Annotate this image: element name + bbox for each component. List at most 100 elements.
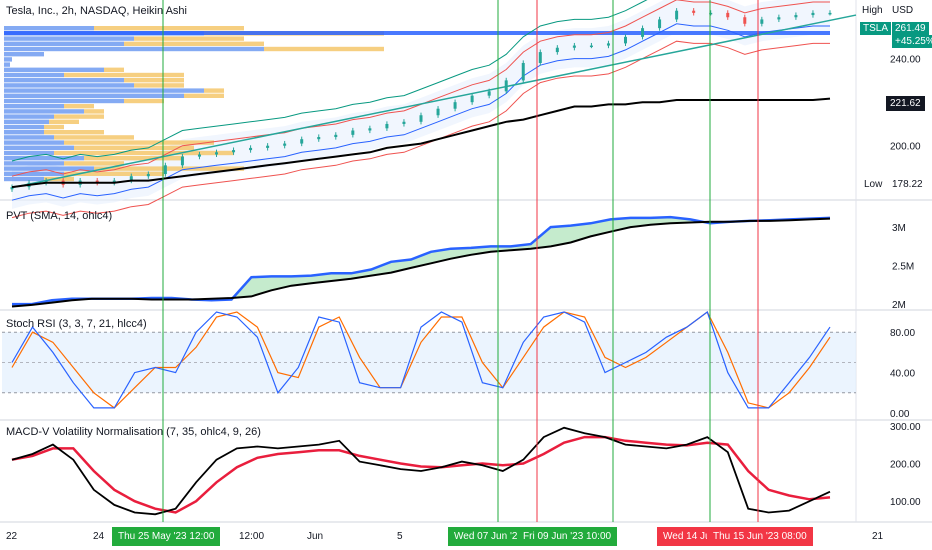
candle-body: [300, 139, 304, 144]
sma-line: [11, 97, 831, 189]
candle-body: [266, 145, 270, 148]
upper-band-line: [11, 0, 648, 162]
time-highlight-tag: Thu 15 Jun '23 08:00: [707, 527, 813, 546]
volume-profile-bar-down: [84, 156, 184, 161]
pvt-line: [12, 215, 831, 306]
volume-profile-bar-down: [204, 88, 224, 93]
price-tick-label: 240.00: [890, 55, 921, 66]
candle-body: [777, 17, 781, 20]
volume-profile-bar-down: [44, 130, 104, 135]
change-pct-tag: +45.25%: [892, 35, 932, 48]
candle-body: [215, 152, 218, 155]
volume-profile-bar-up: [4, 104, 64, 109]
candle-body: [589, 45, 593, 48]
volume-profile-bar-up: [4, 114, 54, 119]
candle-body: [828, 12, 832, 15]
candle-body: [487, 91, 491, 96]
stoch-tick-label: 80.00: [890, 328, 915, 339]
volume-profile-bar-up: [4, 46, 264, 52]
volume-profile-bar-up: [4, 67, 104, 72]
volume-profile-bar-up: [4, 88, 204, 93]
volume-profile-bar-down: [94, 26, 244, 31]
candle-body: [521, 62, 525, 81]
volume-profile-bar-up: [4, 161, 64, 166]
candle-body: [249, 147, 253, 151]
poc-line: [4, 31, 830, 35]
candle-body: [402, 121, 406, 124]
candle-body: [572, 45, 576, 48]
candle-body: [641, 28, 645, 37]
candle-body: [675, 10, 679, 20]
volume-profile-bar-up: [4, 98, 124, 104]
scale-label-high: High: [862, 5, 883, 16]
candle-body: [692, 10, 696, 13]
volume-profile-bar-down: [74, 145, 194, 150]
volume-profile-bar-up: [4, 26, 94, 31]
candle-body: [180, 156, 184, 166]
candle-body: [334, 134, 338, 138]
time-tick-label: Jun: [307, 531, 324, 542]
volume-profile-bar-down: [264, 46, 384, 52]
macd-tick-label: 200.00: [890, 459, 921, 470]
stoch-tick-label: 0.00: [890, 409, 910, 420]
stoch-k-line: [11, 311, 831, 409]
volume-profile-bar-up: [4, 176, 44, 182]
candle-body: [351, 130, 355, 135]
time-highlight-tag: Thu 25 May '23 12:00: [112, 527, 221, 546]
low-label: Low: [864, 179, 883, 190]
volume-profile-bar-down: [64, 161, 124, 166]
candle-body: [112, 180, 116, 183]
candle-body: [232, 150, 236, 153]
candle-body: [606, 43, 610, 46]
volume-profile-bar-down: [54, 135, 134, 140]
time-tick-label: 21: [872, 531, 884, 542]
volume-profile-bar-up: [4, 135, 54, 140]
volume-profile-bar-up: [4, 83, 134, 88]
lower-band-line: [11, 23, 830, 201]
candle-body: [453, 102, 457, 109]
time-tick-label: 5: [397, 531, 403, 542]
volume-profile-bar-up: [4, 57, 12, 62]
candle-body: [794, 15, 798, 18]
candle-body: [95, 180, 99, 183]
volume-profile-bar-up: [4, 171, 64, 176]
time-tick-label: 12:00: [239, 531, 265, 542]
candle-body: [538, 52, 542, 63]
pvt-tick-label: 2M: [892, 300, 906, 311]
candle-body: [10, 187, 14, 190]
pvt-sma-line: [11, 217, 831, 308]
volume-profile-bar-up: [4, 150, 54, 156]
volume-profile-bar-down: [54, 114, 104, 119]
volume-profile-bar-up: [4, 78, 124, 83]
chart-title: Tesla, Inc., 2h, NASDAQ, Heikin Ashi: [6, 5, 187, 17]
candle-body: [283, 143, 287, 146]
candle-body: [146, 174, 150, 177]
volume-profile-bar-down: [124, 41, 264, 46]
candle-body: [726, 12, 730, 18]
lowest-band-line: [11, 40, 830, 219]
pvt-tick-label: 3M: [892, 223, 906, 234]
volume-profile-bar-down: [44, 176, 74, 182]
candle-body: [317, 137, 321, 140]
sma-value-tag: 221.62: [886, 96, 925, 111]
ticker-badge: TSLA: [860, 22, 892, 35]
volume-profile-bar-down: [94, 166, 244, 171]
volume-profile-bar-down: [64, 171, 164, 176]
stoch-tick-label: 40.00: [890, 369, 915, 380]
volume-profile-bar-up: [4, 72, 64, 78]
volume-profile-bar-down: [84, 109, 104, 114]
candle-body: [197, 154, 201, 157]
volume-profile-bar-up: [4, 166, 94, 171]
time-tick-label: 24: [93, 531, 105, 542]
volume-profile-bar-down: [44, 124, 64, 130]
candle-body: [658, 19, 662, 29]
candle-body: [129, 176, 133, 181]
volume-profile-bar-up: [4, 109, 84, 114]
volume-profile-bar-down: [54, 150, 234, 156]
low-value: 178.22: [892, 179, 923, 190]
candle-body: [760, 19, 764, 24]
candle-body: [555, 47, 559, 53]
volume-profile-bar-up: [4, 145, 74, 150]
scale-label-usd: USD: [892, 5, 914, 16]
pvt-fill: [12, 217, 830, 307]
